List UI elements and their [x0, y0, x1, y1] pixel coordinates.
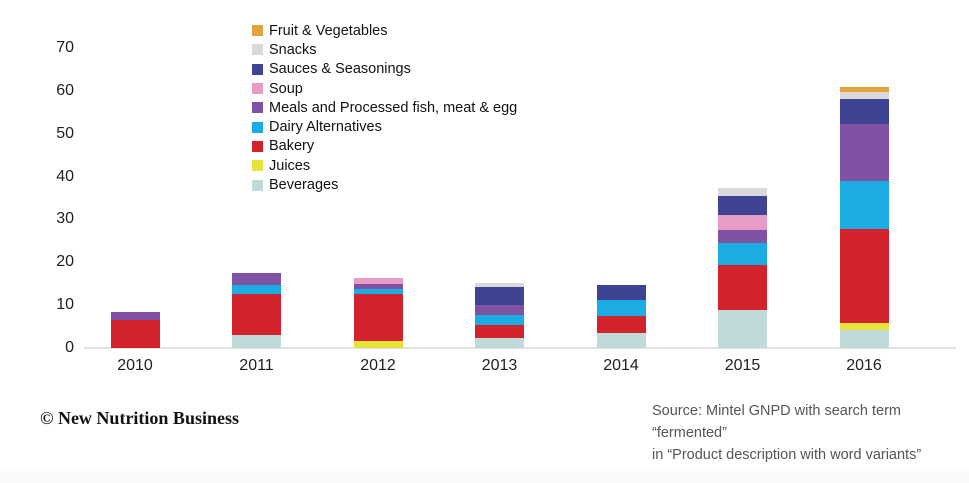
- legend-label: Meals and Processed fish, meat & egg: [269, 99, 518, 116]
- source-note-line2: in “Product description with word varian…: [652, 447, 922, 463]
- bar-segment-meals-and-processed-fish-meat-egg: [110, 311, 160, 320]
- bar-segment-beverages: [839, 330, 889, 348]
- bar-segment-dairy-alternatives: [839, 180, 889, 229]
- legend-label: Soup: [269, 80, 303, 97]
- bar-segment-beverages: [232, 334, 281, 348]
- legend-item: Juices: [252, 156, 517, 175]
- bar-segment-soup: [718, 214, 767, 230]
- bar-segment-meals-and-processed-fish-meat-egg: [232, 273, 281, 285]
- legend-item: Fruit & Vegetables: [252, 21, 517, 40]
- legend-swatch-icon: [252, 102, 263, 114]
- bar-segment-juices: [353, 341, 403, 348]
- legend-swatch-icon: [252, 63, 263, 75]
- chart-legend: Fruit & Vegetables Snacks Sauces & Seasoni…: [252, 21, 517, 195]
- bar-2010: [110, 311, 160, 348]
- y-tick-label: 20: [56, 253, 74, 271]
- y-tick-label: 50: [56, 124, 74, 142]
- bar-segment-bakery: [718, 264, 767, 310]
- x-tick-label: 2010: [117, 357, 153, 374]
- bar-segment-sauces-seasonings: [839, 99, 889, 125]
- x-tick-label: 2014: [603, 357, 639, 374]
- bar-segment-bakery: [839, 228, 889, 324]
- x-tick-label: 2013: [481, 357, 518, 374]
- bar-segment-bakery: [353, 294, 403, 342]
- bar-segment-meals-and-processed-fish-meat-egg: [839, 124, 889, 181]
- bar-segment-meals-and-processed-fish-meat-egg: [353, 283, 403, 289]
- legend-item: Dairy Alternatives: [252, 117, 517, 136]
- bar-segment-bakery: [110, 319, 160, 348]
- legend-item: Sauces & Seasonings: [252, 60, 517, 79]
- legend-label: Dairy Alternatives: [269, 119, 382, 136]
- legend-label: Beverages: [269, 177, 339, 194]
- bar-segment-soup: [353, 277, 403, 284]
- bar-2014: [596, 284, 646, 348]
- legend-label: Fruit & Vegetables: [269, 22, 388, 39]
- bar-2012: [353, 277, 403, 348]
- bar-segment-beverages: [475, 338, 524, 348]
- x-tick-label: 2016: [846, 357, 882, 374]
- legend-item: Snacks: [252, 40, 517, 59]
- bar-2015: [718, 188, 767, 348]
- bar-segment-dairy-alternatives: [475, 315, 524, 325]
- bar-segment-snacks: [839, 91, 889, 100]
- copyright-text: © New Nutrition Business: [40, 408, 239, 428]
- bar-2011: [232, 273, 281, 348]
- bar-segment-dairy-alternatives: [596, 299, 646, 317]
- y-tick-label: 60: [56, 81, 74, 99]
- legend-swatch-icon: [252, 44, 263, 56]
- bar-segment-sauces-seasonings: [596, 284, 646, 300]
- bar-segment-sauces-seasonings: [718, 196, 767, 215]
- legend-swatch-icon: [252, 121, 263, 133]
- bar-segment-beverages: [718, 309, 767, 348]
- bar-segment-bakery: [232, 294, 281, 335]
- legend-swatch-icon: [252, 83, 263, 95]
- y-tick-label: 70: [56, 39, 74, 56]
- y-tick-label: 0: [65, 339, 74, 356]
- legend-label: Snacks: [269, 41, 317, 58]
- bar-segment-sauces-seasonings: [475, 286, 524, 306]
- bar-segment-dairy-alternatives: [232, 284, 281, 295]
- y-tick-label: 10: [56, 296, 74, 314]
- bar-2013: [475, 283, 524, 348]
- legend-label: Sauces & Seasonings: [269, 61, 411, 78]
- bar-segment-snacks: [718, 188, 767, 197]
- bar-segment-bakery: [596, 316, 646, 333]
- legend-swatch-icon: [252, 140, 263, 152]
- legend-swatch-icon: [252, 160, 263, 172]
- x-tick-label: 2011: [239, 357, 274, 374]
- source-note: Source: Mintel GNPD with search term “fe…: [652, 400, 969, 466]
- bar-2016: [839, 86, 889, 348]
- legend-label: Juices: [269, 157, 311, 174]
- x-tick-label: 2012: [360, 357, 396, 374]
- legend-item: Soup: [252, 79, 517, 98]
- bar-segment-dairy-alternatives: [718, 243, 767, 265]
- bar-segment-bakery: [475, 324, 524, 339]
- legend-swatch-icon: [252, 25, 263, 37]
- legend-swatch-icon: [252, 179, 263, 191]
- x-tick-label: 2015: [724, 357, 761, 374]
- x-axis-baseline: [84, 347, 956, 349]
- legend-item: Bakery: [252, 137, 517, 156]
- source-note-line1: Source: Mintel GNPD with search term “fe…: [652, 403, 901, 441]
- bar-segment-fruit-vegetables: [839, 86, 889, 92]
- legend-item: Beverages: [252, 175, 517, 194]
- bar-segment-juices: [839, 323, 889, 330]
- y-tick-label: 30: [56, 210, 74, 228]
- bar-segment-meals-and-processed-fish-meat-egg: [475, 305, 524, 316]
- bar-segment-beverages: [596, 333, 646, 348]
- bar-segment-meals-and-processed-fish-meat-egg: [718, 229, 767, 244]
- legend-item: Meals and Processed fish, meat & egg: [252, 98, 517, 117]
- bar-segment-dairy-alternatives: [353, 288, 403, 295]
- legend-label: Bakery: [269, 138, 315, 155]
- bottom-strip: [0, 471, 969, 483]
- y-tick-label: 40: [56, 167, 74, 185]
- bar-segment-snacks: [475, 283, 524, 287]
